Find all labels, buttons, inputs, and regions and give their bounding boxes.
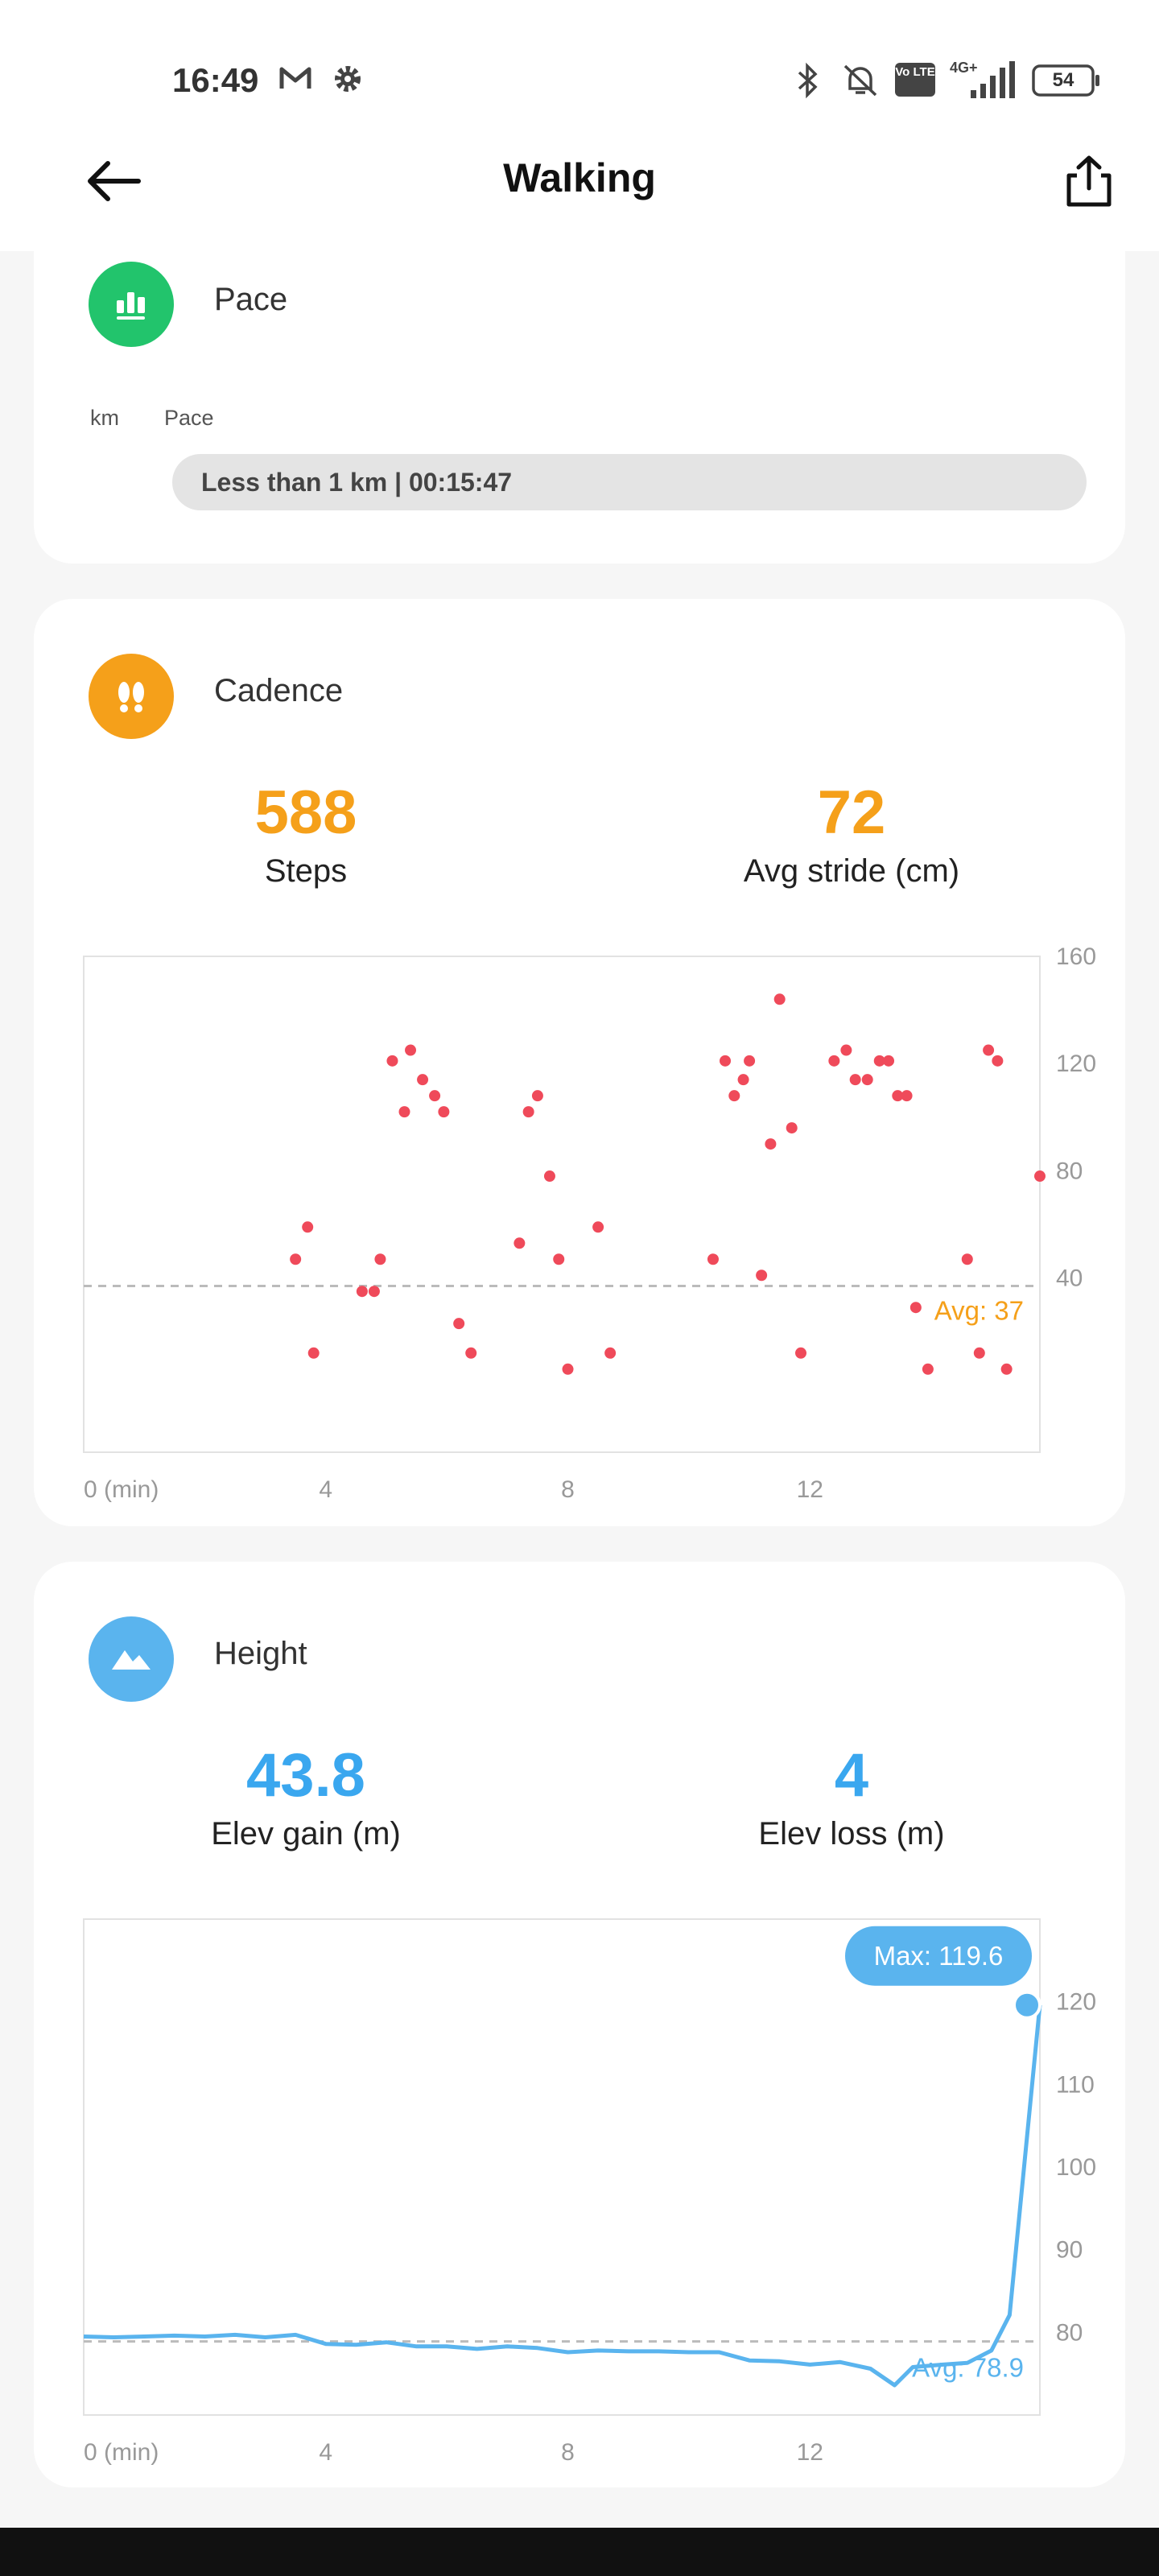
cadence-data-point	[786, 1122, 798, 1134]
gmail-icon	[278, 64, 312, 92]
cadence-data-point	[765, 1138, 777, 1150]
cadence-data-point	[840, 1044, 852, 1056]
cadence-data-point	[983, 1044, 995, 1056]
cadence-y-tick-label: 160	[1056, 943, 1096, 970]
cadence-icon-badge	[89, 654, 174, 739]
cadence-data-point	[386, 1055, 398, 1067]
back-button[interactable]	[77, 149, 158, 213]
cadence-data-point	[307, 1347, 320, 1359]
cadence-data-point	[773, 993, 786, 1005]
cadence-data-point	[453, 1318, 465, 1330]
elev-gain-label: Elev gain (m)	[211, 1816, 401, 1852]
steps-label: Steps	[264, 853, 348, 889]
pace-column-pace: Pace	[164, 406, 214, 430]
pace-row-label: Less than 1 km | 00:15:47	[201, 467, 513, 497]
cadence-data-point	[892, 1090, 904, 1102]
cadence-data-point	[302, 1221, 314, 1233]
cadence-x-tick-label: 0 (min)	[84, 1476, 159, 1503]
cadence-data-point	[861, 1074, 873, 1086]
cadence-x-tick-label: 4	[319, 1476, 332, 1503]
cadence-data-point	[543, 1170, 555, 1183]
bar-chart-icon	[117, 292, 145, 320]
cadence-data-point	[531, 1090, 543, 1102]
cadence-y-tick-label: 40	[1056, 1265, 1083, 1292]
height-card	[34, 1562, 1125, 2487]
battery-icon: 54	[1032, 64, 1101, 97]
pace-icon-badge	[89, 262, 174, 347]
cadence-data-point	[592, 1221, 604, 1233]
cadence-data-point	[562, 1363, 574, 1375]
cadence-data-point	[922, 1363, 934, 1375]
cadence-data-point	[553, 1253, 565, 1265]
bluetooth-icon	[795, 61, 819, 100]
battery-level: 54	[1052, 69, 1074, 91]
mute-icon	[840, 61, 881, 100]
cadence-data-point	[756, 1269, 768, 1282]
cadence-data-point	[707, 1253, 719, 1265]
cadence-avg-label: Avg: 37	[934, 1296, 1024, 1326]
cadence-data-point	[720, 1055, 732, 1067]
elev-gain-value: 43.8	[246, 1741, 365, 1810]
volte-icon: Vo LTE	[895, 63, 935, 97]
elev-loss-label: Elev loss (m)	[758, 1816, 945, 1852]
cadence-y-tick-label: 80	[1056, 1158, 1083, 1184]
share-icon	[1066, 155, 1112, 207]
cadence-data-point	[356, 1286, 368, 1298]
network-label: 4G+	[950, 60, 978, 76]
cadence-data-point	[849, 1074, 861, 1086]
cadence-data-point	[398, 1106, 410, 1118]
cadence-data-point	[744, 1055, 756, 1067]
cadence-data-point	[961, 1253, 973, 1265]
cadence-data-point	[368, 1286, 380, 1298]
avg-stride-label: Avg stride (cm)	[743, 853, 960, 889]
page-title: Walking	[503, 155, 656, 200]
cadence-data-point	[883, 1055, 895, 1067]
cadence-data-point	[465, 1347, 477, 1359]
cadence-plot-frame	[83, 956, 1041, 1453]
cadence-data-point	[909, 1302, 922, 1314]
pace-row-bar: Less than 1 km | 00:15:47	[172, 454, 1087, 510]
footprints-icon	[118, 682, 144, 712]
status-time: 16:49	[172, 61, 259, 99]
cadence-data-point	[901, 1090, 913, 1102]
cadence-data-point	[290, 1253, 302, 1265]
cadence-data-point	[405, 1044, 417, 1056]
signal-4g-plus-icon: 4G+	[950, 60, 1019, 100]
cadence-data-point	[873, 1055, 885, 1067]
cadence-data-point	[795, 1347, 806, 1359]
cadence-title: Cadence	[214, 673, 344, 708]
mountain-icon	[112, 1650, 151, 1670]
height-icon-badge	[89, 1616, 174, 1702]
cadence-data-point	[604, 1347, 617, 1359]
cadence-data-point	[728, 1090, 740, 1102]
cadence-data-point	[828, 1055, 840, 1067]
cadence-data-point	[374, 1253, 386, 1265]
cadence-data-point	[973, 1347, 985, 1359]
app-header	[0, 129, 1159, 251]
cadence-data-point	[429, 1090, 441, 1102]
cadence-data-point	[737, 1074, 749, 1086]
cadence-data-point	[522, 1106, 534, 1118]
navigation-bar	[0, 2528, 1159, 2576]
cadence-x-tick-label: 8	[561, 1476, 575, 1503]
pace-title: Pace	[214, 282, 288, 317]
cadence-data-point	[417, 1074, 429, 1086]
steps-value: 588	[254, 778, 357, 847]
cadence-data-point	[992, 1055, 1004, 1067]
elev-loss-value: 4	[834, 1741, 869, 1810]
settings-gear-icon	[330, 61, 365, 97]
cadence-card	[34, 599, 1125, 1526]
avg-stride-value: 72	[817, 778, 886, 847]
pace-column-km: km	[90, 406, 119, 430]
cadence-data-point	[1034, 1170, 1046, 1183]
arrow-left-icon	[88, 161, 141, 201]
cadence-data-point	[438, 1106, 450, 1118]
cadence-y-tick-label: 120	[1056, 1051, 1096, 1077]
height-title: Height	[214, 1636, 307, 1671]
share-button[interactable]	[1053, 145, 1125, 217]
cadence-x-tick-label: 12	[797, 1476, 823, 1503]
cadence-data-point	[1000, 1363, 1013, 1375]
cadence-data-point	[514, 1237, 526, 1249]
